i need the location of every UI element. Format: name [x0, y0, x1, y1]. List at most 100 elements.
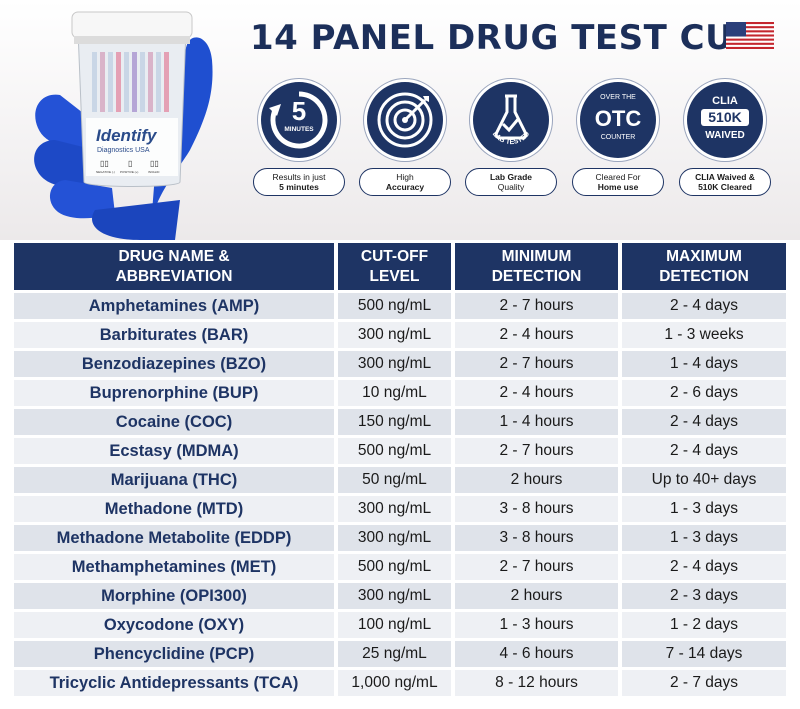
cutoff-level-cell: 150 ng/mL: [338, 409, 451, 435]
maximum-detection-cell: Up to 40+ days: [622, 467, 786, 493]
drug-name-cell: Tricyclic Antidepressants (TCA): [14, 670, 334, 696]
maximum-detection-cell: 2 - 3 days: [622, 583, 786, 609]
minimum-detection-cell: 2 hours: [455, 467, 618, 493]
minimum-detection-cell: 2 - 7 hours: [455, 554, 618, 580]
feature-label: Lab Grade Quality: [465, 168, 557, 196]
flask-check-icon: LAB TESTED: [473, 82, 549, 158]
cutoff-level-cell: 50 ng/mL: [338, 467, 451, 493]
clia-icon: CLIA 510K WAIVED: [687, 82, 763, 158]
cutoff-level-cell: 25 ng/mL: [338, 641, 451, 667]
table-row: Phencyclidine (PCP) 25 ng/mL 4 - 6 hours 7 …: [14, 641, 786, 667]
svg-text:▯▯: ▯▯: [100, 159, 109, 168]
us-flag-icon: [726, 22, 774, 49]
svg-text:▯▯: ▯▯: [150, 159, 159, 168]
maximum-detection-cell: 2 - 4 days: [622, 409, 786, 435]
minimum-detection-cell: 2 - 7 hours: [455, 351, 618, 377]
table-row: Cocaine (COC) 150 ng/mL 1 - 4 hours 2 - 4 d…: [14, 409, 786, 435]
table-row: Marijuana (THC) 50 ng/mL 2 hours Up to 40+ …: [14, 467, 786, 493]
cup-label-invalid: INVALID: [148, 170, 160, 174]
cutoff-level-cell: 10 ng/mL: [338, 380, 451, 406]
table-row: Methadone (MTD) 300 ng/mL 3 - 8 hours 1 - 3…: [14, 496, 786, 522]
svg-text:▯: ▯: [128, 159, 132, 168]
header-drug-name: DRUG NAME & ABBREVIATION: [14, 243, 334, 290]
cup-label-negative: NEGATIVE (-): [96, 170, 115, 174]
header-cutoff-level: CUT-OFF LEVEL: [338, 243, 451, 290]
feature-label: CLIA Waived & 510K Cleared: [679, 168, 771, 196]
drug-name-cell: Oxycodone (OXY): [14, 612, 334, 638]
minimum-detection-cell: 3 - 8 hours: [455, 525, 618, 551]
cutoff-level-cell: 300 ng/mL: [338, 351, 451, 377]
cutoff-level-cell: 300 ng/mL: [338, 322, 451, 348]
maximum-detection-cell: 1 - 2 days: [622, 612, 786, 638]
cutoff-level-cell: 500 ng/mL: [338, 438, 451, 464]
maximum-detection-cell: 1 - 3 days: [622, 525, 786, 551]
cutoff-level-cell: 500 ng/mL: [338, 293, 451, 319]
cutoff-level-cell: 300 ng/mL: [338, 525, 451, 551]
maximum-detection-cell: 2 - 4 days: [622, 554, 786, 580]
table-row: Methadone Metabolite (EDDP) 300 ng/mL 3 - …: [14, 525, 786, 551]
maximum-detection-cell: 1 - 4 days: [622, 351, 786, 377]
drug-name-cell: Buprenorphine (BUP): [14, 380, 334, 406]
minimum-detection-cell: 2 - 7 hours: [455, 293, 618, 319]
drug-name-cell: Methadone Metabolite (EDDP): [14, 525, 334, 551]
minimum-detection-cell: 2 - 7 hours: [455, 438, 618, 464]
feature-otc: OVER THE OTC COUNTER Cleared For Home us…: [568, 82, 668, 196]
cup-label-positive: POSITIVE (+): [120, 170, 138, 174]
drug-name-cell: Methamphetamines (MET): [14, 554, 334, 580]
feature-label: High Accuracy: [359, 168, 451, 196]
drug-name-cell: Marijuana (THC): [14, 467, 334, 493]
drug-name-cell: Amphetamines (AMP): [14, 293, 334, 319]
otc-icon: OVER THE OTC COUNTER: [580, 82, 656, 158]
brand-subtitle: Diagnostics USA: [97, 147, 150, 154]
clock-arrow-icon: 5 MINUTES: [261, 82, 337, 158]
cutoff-level-cell: 300 ng/mL: [338, 496, 451, 522]
minimum-detection-cell: 1 - 4 hours: [455, 409, 618, 435]
drug-name-cell: Phencyclidine (PCP): [14, 641, 334, 667]
table-row: Benzodiazepines (BZO) 300 ng/mL 2 - 7 hour…: [14, 351, 786, 377]
cutoff-level-cell: 500 ng/mL: [338, 554, 451, 580]
maximum-detection-cell: 7 - 14 days: [622, 641, 786, 667]
maximum-detection-cell: 2 - 6 days: [622, 380, 786, 406]
maximum-detection-cell: 2 - 4 days: [622, 293, 786, 319]
feature-label: Cleared For Home use: [572, 168, 664, 196]
minimum-detection-cell: 2 - 4 hours: [455, 322, 618, 348]
minimum-detection-cell: 2 - 4 hours: [455, 380, 618, 406]
minimum-detection-cell: 2 hours: [455, 583, 618, 609]
drug-name-cell: Cocaine (COC): [14, 409, 334, 435]
minimum-detection-cell: 4 - 6 hours: [455, 641, 618, 667]
cutoff-level-cell: 100 ng/mL: [338, 612, 451, 638]
cutoff-level-cell: 300 ng/mL: [338, 583, 451, 609]
target-icon: [367, 82, 443, 158]
feature-high-accuracy: High Accuracy: [355, 82, 455, 196]
test-strips: [92, 52, 169, 112]
drug-name-cell: Benzodiazepines (BZO): [14, 351, 334, 377]
drug-name-cell: Morphine (OPI300): [14, 583, 334, 609]
table-row: Buprenorphine (BUP) 10 ng/mL 2 - 4 hours 2 …: [14, 380, 786, 406]
table-row: Morphine (OPI300) 300 ng/mL 2 hours 2 - 3 d…: [14, 583, 786, 609]
table-row: Tricyclic Antidepressants (TCA) 1,000 ng/…: [14, 670, 786, 696]
drug-name-cell: Methadone (MTD): [14, 496, 334, 522]
maximum-detection-cell: 2 - 7 days: [622, 670, 786, 696]
feature-results-5-minutes: 5 MINUTES Results in just 5 minutes: [249, 82, 349, 196]
drug-detection-table: DRUG NAME & ABBREVIATION CUT-OFF LEVEL MIN…: [10, 240, 790, 699]
table-row: Amphetamines (AMP) 500 ng/mL 2 - 7 hours 2 …: [14, 293, 786, 319]
minimum-detection-cell: 1 - 3 hours: [455, 612, 618, 638]
header-maximum-detection: MAXIMUM DETECTION: [622, 243, 786, 290]
drug-name-cell: Ecstasy (MDMA): [14, 438, 334, 464]
brand-logo: Identify: [96, 126, 158, 145]
table-row: Methamphetamines (MET) 500 ng/mL 2 - 7 hou…: [14, 554, 786, 580]
minimum-detection-cell: 3 - 8 hours: [455, 496, 618, 522]
table-header-row: DRUG NAME & ABBREVIATION CUT-OFF LEVEL MIN…: [14, 243, 786, 290]
table-row: Barbiturates (BAR) 300 ng/mL 2 - 4 hours 1 …: [14, 322, 786, 348]
maximum-detection-cell: 2 - 4 days: [622, 438, 786, 464]
page-title: 14 PANEL DRUG TEST CUP: [250, 18, 759, 58]
table-row: Oxycodone (OXY) 100 ng/mL 1 - 3 hours 1 - 2…: [14, 612, 786, 638]
feature-clia-waived: CLIA 510K WAIVED CLIA Waived & 510K Clea…: [675, 82, 775, 196]
feature-lab-grade: LAB TESTED Lab Grade Quality: [461, 82, 561, 196]
drug-name-cell: Barbiturates (BAR): [14, 322, 334, 348]
header-minimum-detection: MINIMUM DETECTION: [455, 243, 618, 290]
gloved-hand-holding-cup-image: Identify Diagnostics USA ▯▯ ▯ ▯▯ NEGATIVE …: [34, 11, 213, 240]
table-row: Ecstasy (MDMA) 500 ng/mL 2 - 7 hours 2 - 4 …: [14, 438, 786, 464]
feature-label: Results in just 5 minutes: [253, 168, 345, 196]
maximum-detection-cell: 1 - 3 days: [622, 496, 786, 522]
